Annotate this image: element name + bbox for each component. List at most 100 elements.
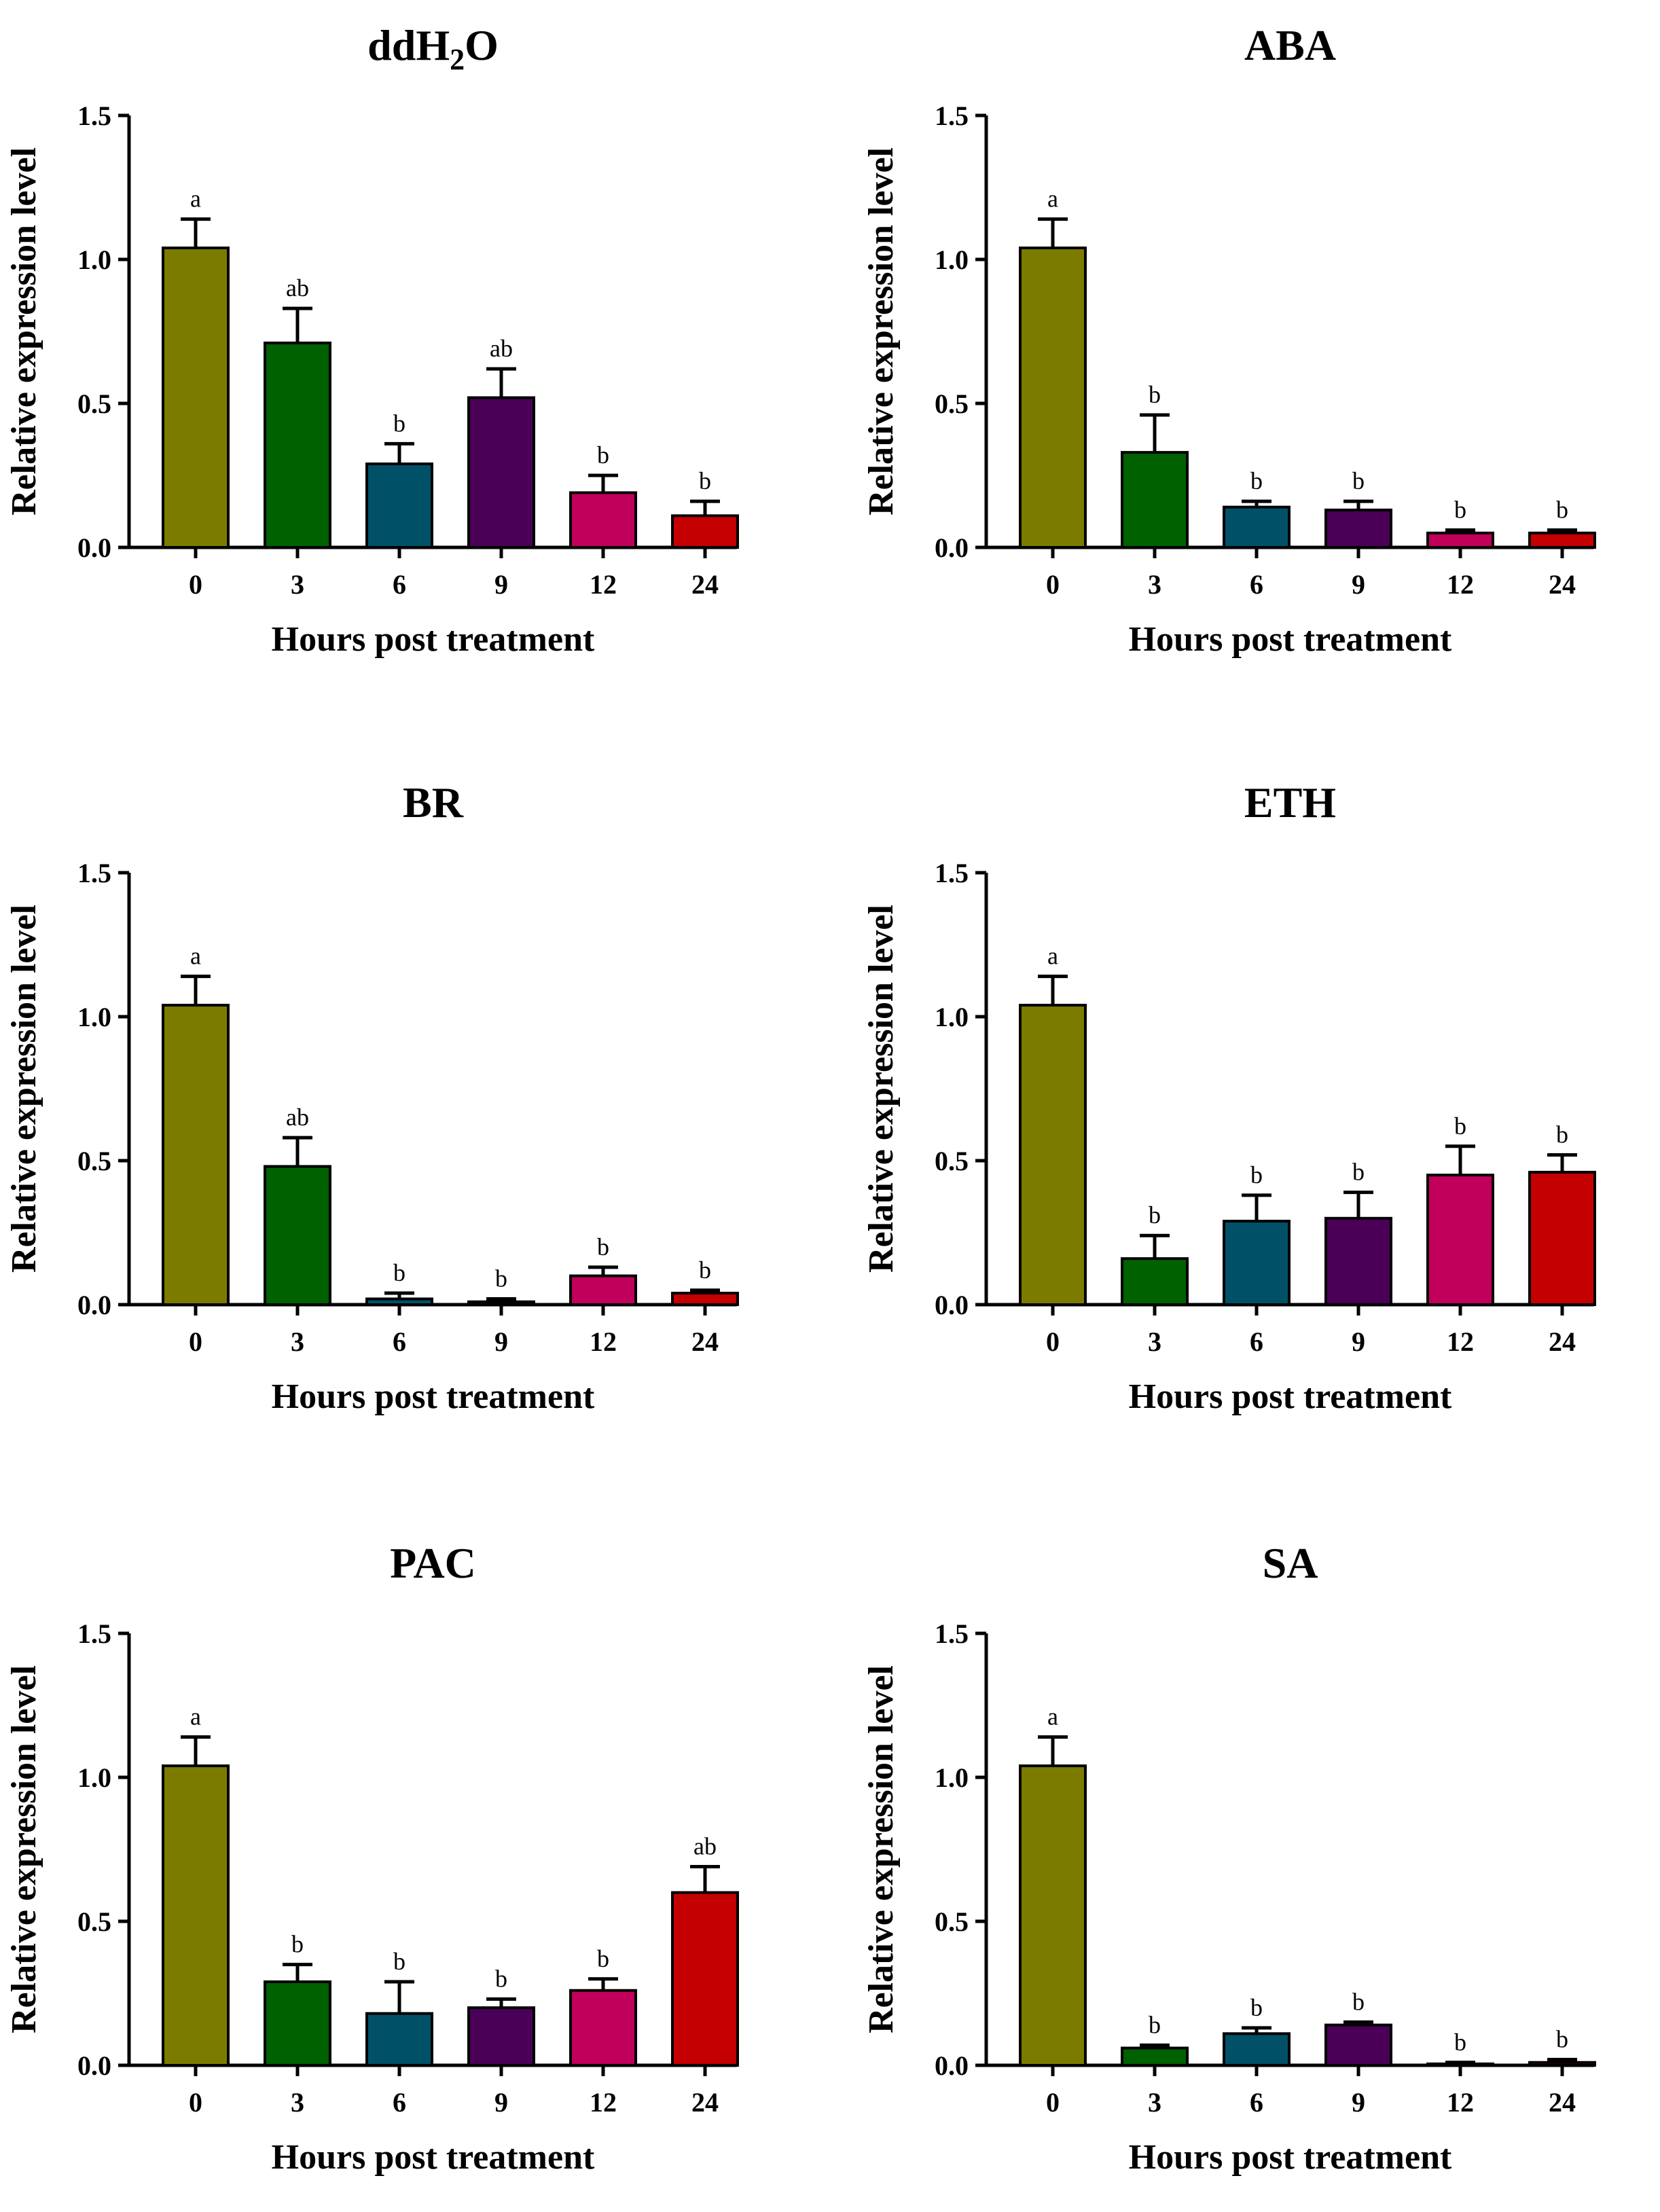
x-tick-label: 6: [393, 1326, 406, 1357]
y-tick-label: 1.5: [77, 1618, 111, 1649]
chart-panel-4: ETH 0.0 0.5 1.0 1.5 Relative expression level…: [862, 778, 1596, 1416]
x-tick-label: 3: [1148, 2087, 1161, 2118]
chart-title: ABA: [1244, 21, 1336, 69]
y-axis-label: Relative expression level: [5, 1665, 43, 2033]
y-tick-label: 0.0: [77, 532, 111, 563]
chart-panel-6: SA 0.0 0.5 1.0 1.5 Relative expression level a…: [862, 1539, 1596, 2177]
x-tick-label: 12: [1447, 569, 1474, 600]
significance-letter: ab: [286, 274, 309, 302]
significance-letter: b: [1149, 2011, 1161, 2038]
significance-letter: b: [1454, 1112, 1466, 1140]
significance-letter: b: [1454, 496, 1466, 524]
bar-6: [365, 1297, 433, 1307]
bar-6: [365, 463, 433, 549]
significance-letter: a: [1047, 185, 1058, 213]
x-tick-label: 0: [189, 2087, 202, 2118]
x-tick-label: 9: [494, 1326, 508, 1357]
bar-0: [1019, 1004, 1087, 1307]
significance-letter: b: [1352, 1988, 1365, 2015]
x-tick-label: 6: [393, 569, 406, 600]
significance-letter: b: [495, 1265, 507, 1292]
bar-0: [162, 247, 230, 549]
y-tick-label: 0.5: [77, 1906, 111, 1937]
chart-title: BR: [403, 778, 464, 827]
bar-9: [1324, 1216, 1392, 1307]
bar-6: [1223, 505, 1291, 549]
y-tick-label: 1.0: [935, 1002, 969, 1032]
y-tick-label: 0.0: [935, 2050, 969, 2081]
x-tick-label: 24: [691, 1326, 719, 1357]
x-tick-label: 3: [1148, 569, 1161, 600]
significance-letter: a: [190, 185, 201, 213]
x-tick-label: 9: [1352, 2087, 1365, 2118]
y-axis-label: Relative expression level: [5, 147, 43, 515]
y-tick-label: 0.0: [935, 532, 969, 563]
bar-9: [467, 2006, 535, 2067]
x-tick-label: 3: [291, 2087, 304, 2118]
bar-12: [569, 1274, 637, 1306]
significance-letter: a: [1047, 1703, 1058, 1730]
y-tick-label: 1.5: [935, 1618, 969, 1649]
significance-letter: b: [1250, 1161, 1263, 1189]
x-tick-label: 9: [1352, 569, 1365, 600]
bar-0: [162, 1004, 230, 1307]
bar-24: [671, 514, 739, 549]
chart-panel-3: BR 0.0 0.5 1.0 1.5 Relative expression level a…: [5, 778, 739, 1416]
x-axis-label: Hours post treatment: [1129, 1377, 1452, 1416]
significance-letter: b: [1556, 496, 1568, 524]
significance-letter: b: [1149, 381, 1161, 408]
chart-title: PAC: [390, 1539, 476, 1587]
y-tick-label: 0.5: [935, 1146, 969, 1176]
y-tick-label: 1.0: [935, 1762, 969, 1793]
x-tick-label: 6: [1250, 2087, 1263, 2118]
x-tick-label: 6: [393, 2087, 406, 2118]
chart-panel-5: PAC 0.0 0.5 1.0 1.5 Relative expression level…: [5, 1539, 739, 2177]
significance-letter: b: [597, 441, 609, 469]
bar-6: [1223, 1220, 1291, 1307]
significance-letter: b: [1556, 2026, 1568, 2053]
bar-9: [467, 1300, 535, 1307]
bar-9: [467, 396, 535, 549]
y-tick-label: 0.5: [935, 1906, 969, 1937]
x-tick-label: 12: [590, 1326, 617, 1357]
x-tick-label: 0: [1046, 2087, 1060, 2118]
x-tick-label: 0: [1046, 569, 1060, 600]
chart-title: ddH2O: [367, 21, 499, 76]
significance-letter: b: [1149, 1201, 1161, 1229]
bar-9: [1324, 508, 1392, 549]
bar-24: [1528, 531, 1596, 549]
y-axis-label: Relative expression level: [862, 1665, 901, 2033]
bar-24: [1528, 1170, 1596, 1306]
x-tick-label: 9: [1352, 1326, 1365, 1357]
x-axis-label: Hours post treatment: [272, 2138, 595, 2177]
x-tick-label: 0: [1046, 1326, 1060, 1357]
bar-12: [1426, 1174, 1494, 1306]
significance-letter: b: [393, 1948, 405, 1975]
significance-letter: a: [1047, 943, 1058, 970]
significance-letter: b: [1250, 1994, 1263, 2021]
bar-0: [1019, 1764, 1087, 2067]
significance-letter: b: [495, 1965, 507, 1992]
x-tick-label: 9: [494, 569, 508, 600]
y-tick-label: 0.5: [77, 388, 111, 419]
y-tick-label: 0.0: [935, 1290, 969, 1320]
bar-12: [1426, 531, 1494, 549]
bar-3: [264, 341, 331, 549]
y-axis-label: Relative expression level: [5, 905, 43, 1273]
chart-panel-2: ABA 0.0 0.5 1.0 1.5 Relative expression level…: [862, 21, 1596, 659]
significance-letter: ab: [286, 1104, 309, 1131]
significance-letter: b: [1250, 467, 1263, 494]
x-axis-label: Hours post treatment: [1129, 620, 1452, 659]
y-tick-label: 1.0: [77, 1002, 111, 1032]
bar-3: [264, 1165, 331, 1306]
bar-3: [1121, 2046, 1189, 2067]
x-axis-label: Hours post treatment: [1129, 2138, 1452, 2177]
x-tick-label: 12: [590, 569, 617, 600]
y-tick-label: 0.0: [77, 2050, 111, 2081]
x-tick-label: 12: [1447, 2087, 1474, 2118]
x-tick-label: 12: [590, 2087, 617, 2118]
significance-letter: b: [393, 410, 405, 437]
bar-3: [1121, 1257, 1189, 1307]
bar-6: [1223, 2032, 1291, 2067]
